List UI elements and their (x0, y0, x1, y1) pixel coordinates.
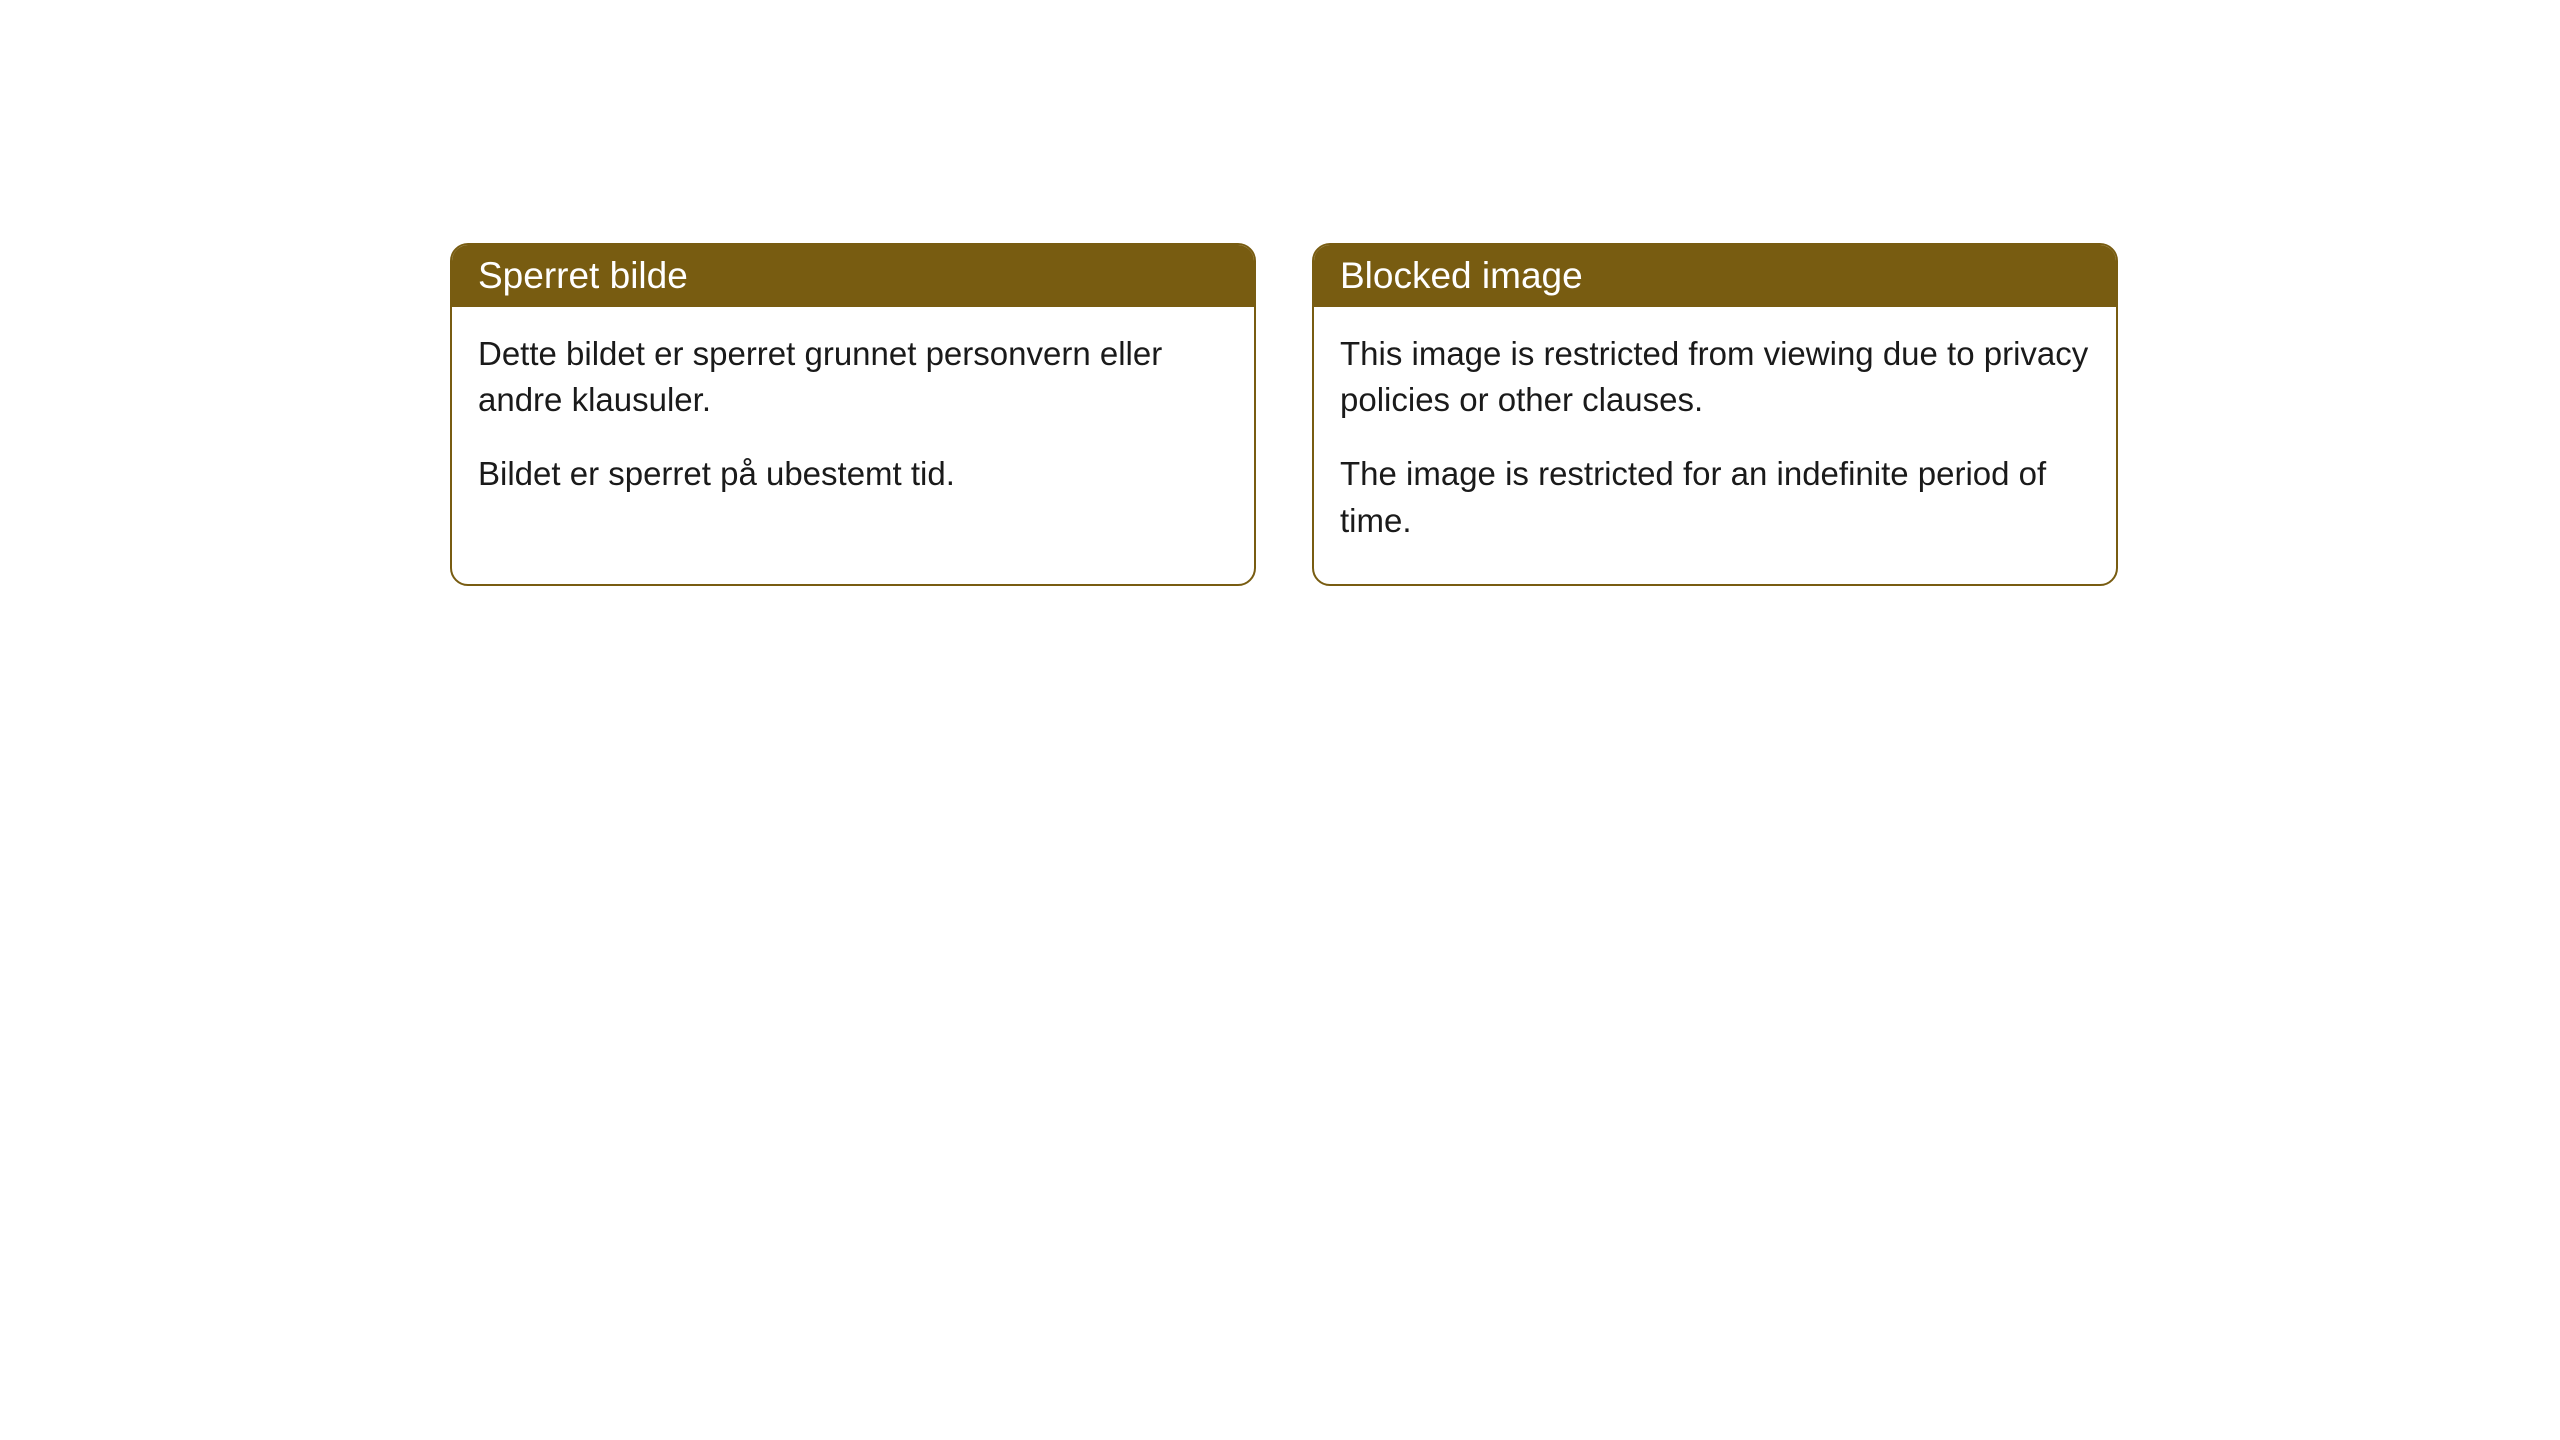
card-body-english: This image is restricted from viewing du… (1314, 307, 2116, 584)
card-header-english: Blocked image (1314, 245, 2116, 307)
card-text-norwegian-2: Bildet er sperret på ubestemt tid. (478, 451, 1228, 497)
card-header-norwegian: Sperret bilde (452, 245, 1254, 307)
card-norwegian: Sperret bilde Dette bildet er sperret gr… (450, 243, 1256, 586)
card-text-norwegian-1: Dette bildet er sperret grunnet personve… (478, 331, 1228, 423)
card-text-english-1: This image is restricted from viewing du… (1340, 331, 2090, 423)
card-body-norwegian: Dette bildet er sperret grunnet personve… (452, 307, 1254, 538)
card-english: Blocked image This image is restricted f… (1312, 243, 2118, 586)
cards-container: Sperret bilde Dette bildet er sperret gr… (450, 243, 2560, 586)
card-text-english-2: The image is restricted for an indefinit… (1340, 451, 2090, 543)
